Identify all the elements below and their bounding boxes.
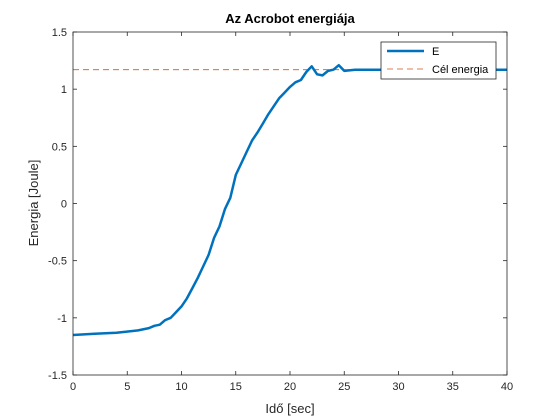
- series-line-0: [72, 63, 507, 337]
- x-tick-label: 30: [392, 381, 404, 393]
- legend: E Cél energia: [380, 41, 497, 80]
- y-tick-label: 1: [61, 84, 67, 96]
- x-tick-label: 20: [284, 381, 296, 393]
- chart-title: Az Acrobot energiája: [225, 11, 355, 26]
- x-axis-label: Idő [sec]: [265, 401, 314, 416]
- x-tick-label: 0: [70, 381, 76, 393]
- y-axis-label: Energia [Joule]: [26, 160, 41, 247]
- x-tick-label: 25: [338, 381, 350, 393]
- legend-label-e: E: [432, 46, 439, 58]
- y-tick-label: -0.5: [48, 256, 67, 268]
- x-axis-ticks: 0 5 10 15 20 25 30 35 40: [70, 32, 513, 393]
- legend-label-target: Cél energia: [432, 64, 489, 76]
- y-tick-label: 0.5: [52, 141, 67, 153]
- x-tick-label: 15: [230, 381, 242, 393]
- plot-area: [73, 32, 507, 375]
- y-tick-label: -1.5: [48, 370, 67, 382]
- y-tick-label: -1: [57, 313, 67, 325]
- x-tick-label: 40: [501, 381, 513, 393]
- x-tick-label: 35: [447, 381, 459, 393]
- legend-box: [380, 41, 497, 80]
- y-tick-label: 1.5: [52, 27, 67, 39]
- y-tick-label: 0: [61, 199, 67, 211]
- y-axis-ticks: -1.5 -1 -0.5 0 0.5 1 1.5: [48, 27, 507, 382]
- x-tick-label: 5: [124, 381, 130, 393]
- x-tick-label: 10: [175, 381, 187, 393]
